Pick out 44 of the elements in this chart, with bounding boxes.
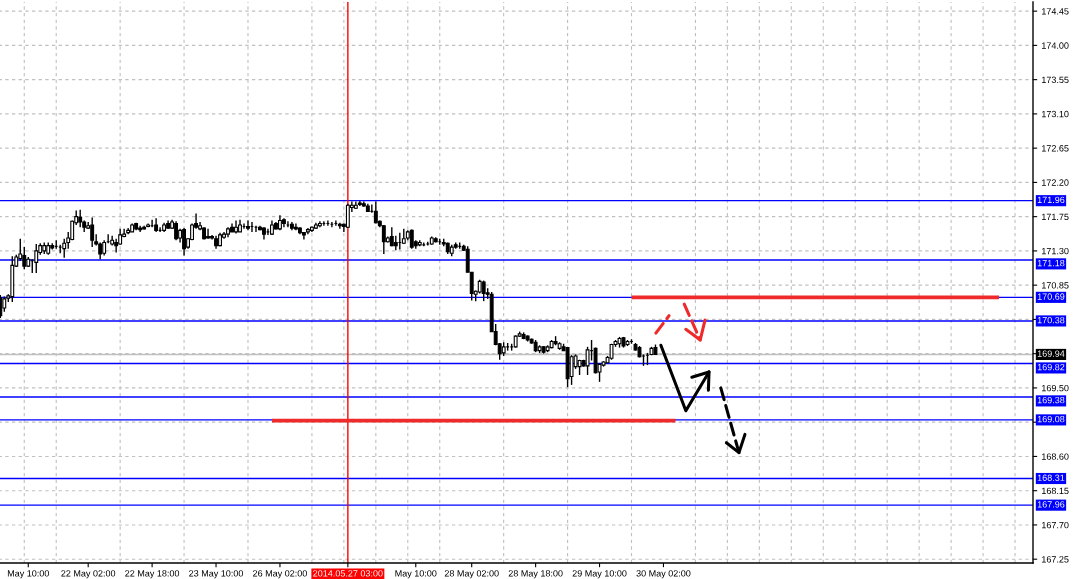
x-tick-label: 30 May 02:00	[636, 570, 691, 579]
ref-line-label: 168.31	[1037, 474, 1065, 481]
x-tick-label: 29 May 10:00	[572, 570, 627, 579]
ref-line-label: 171.18	[1037, 259, 1065, 267]
x-tick-label: 2014.05.27 03:00	[313, 570, 383, 577]
x-tick-label: May 10:00	[7, 570, 49, 579]
y-tick-label: 172.65	[1042, 145, 1069, 152]
candlestick	[174, 220, 179, 241]
ref-line-label: 169.08	[1037, 415, 1065, 423]
ref-line-label: 169.82	[1037, 363, 1065, 371]
y-tick-label: 174.45	[1042, 8, 1069, 15]
candlestick	[381, 224, 386, 255]
x-tick-label: 28 May 02:00	[444, 570, 499, 579]
y-tick-label: 170.85	[1042, 282, 1069, 289]
ref-line-label: 169.94	[1037, 350, 1065, 357]
y-tick-label: 169.50	[1042, 384, 1069, 392]
candlestick	[62, 238, 67, 259]
y-tick-label: 171.30	[1042, 247, 1069, 255]
y-tick-label: 174.00	[1042, 42, 1069, 49]
x-tick-label: 28 May 18:00	[508, 570, 563, 579]
ref-line-label: 171.96	[1037, 196, 1065, 204]
candlestick	[90, 216, 95, 248]
x-tick-label: May 10:00	[395, 570, 437, 579]
candlestick	[114, 238, 119, 254]
y-tick-label: 168.60	[1042, 453, 1069, 460]
y-tick-label: 171.75	[1042, 213, 1069, 221]
x-tick-label: 26 May 02:00	[253, 570, 307, 579]
ref-line-label: 170.38	[1037, 316, 1065, 324]
candlestick	[206, 228, 210, 240]
candlestick	[246, 219, 250, 232]
candlestick	[345, 203, 350, 229]
ref-line-label: 170.69	[1037, 293, 1065, 300]
y-tick-label: 167.70	[1042, 521, 1069, 529]
y-tick-label: 173.55	[1042, 76, 1069, 83]
ref-line-label: 169.38	[1037, 396, 1065, 404]
x-tick-label: 23 May 10:00	[189, 570, 244, 579]
candlestick	[373, 200, 378, 225]
y-tick-label: 173.10	[1042, 110, 1069, 118]
ref-line-label: 167.96	[1037, 501, 1065, 508]
y-tick-label: 167.25	[1042, 556, 1069, 563]
x-tick-label: 22 May 18:00	[125, 570, 180, 579]
y-tick-label: 172.20	[1042, 179, 1069, 186]
x-tick-label: 22 May 02:00	[61, 570, 116, 579]
y-tick-label: 168.15	[1042, 487, 1069, 495]
